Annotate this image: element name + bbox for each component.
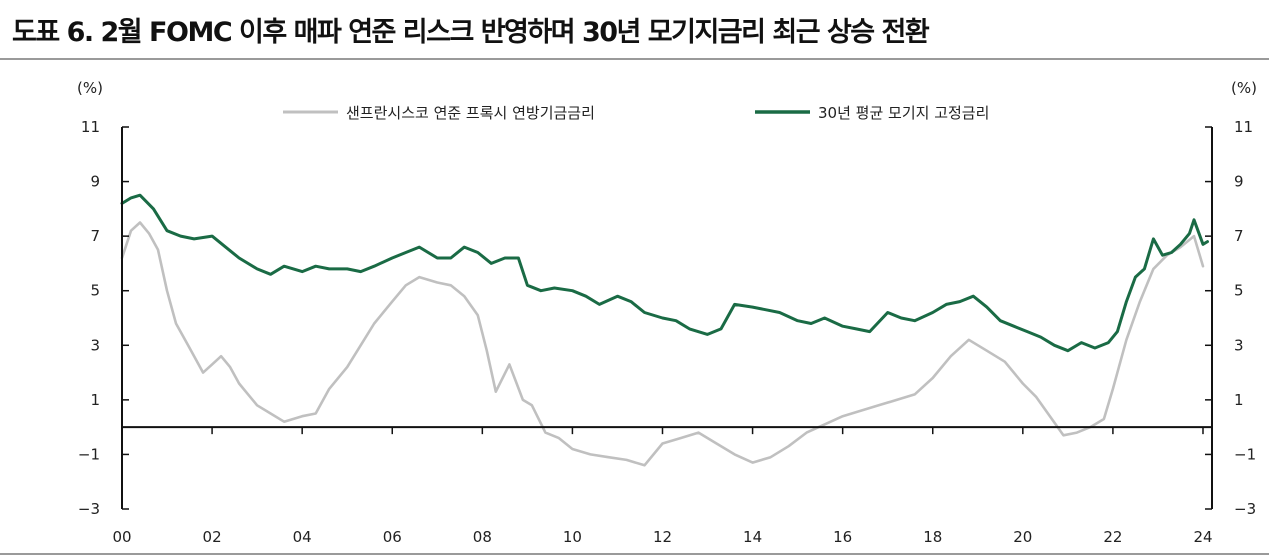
- x-tick-label: 20: [1013, 528, 1032, 546]
- x-tick-label: 24: [1193, 528, 1212, 546]
- x-tick-label: 12: [653, 528, 672, 546]
- legend-label: 샌프란시스코 연준 프록시 연방기금금리: [346, 104, 595, 122]
- left-y-tick-label: 5: [90, 282, 100, 300]
- title-divider: [0, 58, 1269, 60]
- x-tick-label: 10: [563, 528, 582, 546]
- x-tick-label: 16: [833, 528, 852, 546]
- left-y-tick-label: −3: [78, 500, 100, 518]
- right-y-tick-label: 11: [1234, 118, 1253, 136]
- fed-proxy-rate-line: [120, 221, 1205, 467]
- x-tick-label: 02: [203, 528, 222, 546]
- x-tick-label: 06: [383, 528, 402, 546]
- bottom-divider: [0, 553, 1269, 555]
- left-unit-label: (%): [77, 79, 103, 97]
- right-y-tick-label: 9: [1234, 173, 1244, 191]
- left-y-tick-label: 9: [90, 173, 100, 191]
- right-y-tick-label: 5: [1234, 282, 1244, 300]
- x-tick-label: 08: [473, 528, 492, 546]
- right-y-tick-label: 3: [1234, 336, 1244, 354]
- x-tick-label: 00: [112, 528, 131, 546]
- mortgage-rate-line: [120, 193, 1209, 353]
- x-tick-label: 22: [1103, 528, 1122, 546]
- x-tick-label: 14: [743, 528, 762, 546]
- left-y-tick-label: 11: [81, 118, 100, 136]
- right-y-tick-label: 7: [1234, 227, 1244, 245]
- left-y-tick-label: −1: [78, 445, 100, 463]
- right-y-tick-label: −3: [1234, 500, 1256, 518]
- legend-label: 30년 평균 모기지 고정금리: [818, 104, 989, 122]
- left-y-tick-label: 7: [90, 227, 100, 245]
- right-y-tick-label: 1: [1234, 391, 1244, 409]
- left-y-tick-label: 3: [90, 336, 100, 354]
- left-y-tick-label: 1: [90, 391, 100, 409]
- x-tick-label: 04: [293, 528, 312, 546]
- right-unit-label: (%): [1231, 79, 1257, 97]
- x-tick-label: 18: [923, 528, 942, 546]
- right-y-tick-label: −1: [1234, 445, 1256, 463]
- page-title: 도표 6. 2월 FOMC 이후 매파 연준 리스크 반영하며 30년 모기지금…: [12, 17, 930, 48]
